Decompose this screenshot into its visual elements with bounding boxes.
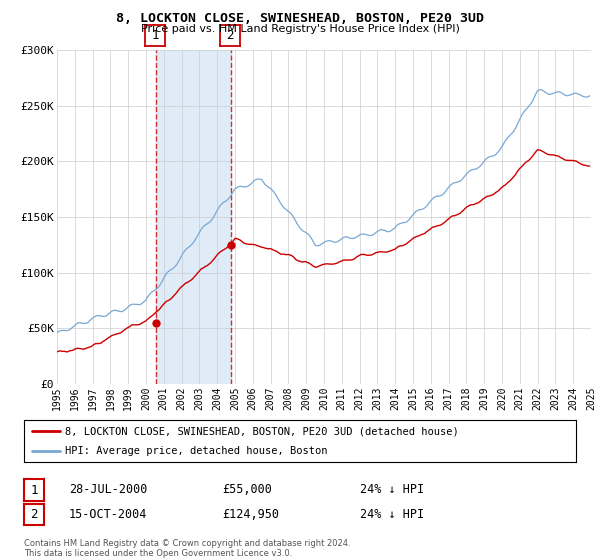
Text: 28-JUL-2000: 28-JUL-2000 [69,483,148,496]
Text: Price paid vs. HM Land Registry's House Price Index (HPI): Price paid vs. HM Land Registry's House … [140,24,460,34]
Text: Contains HM Land Registry data © Crown copyright and database right 2024.
This d: Contains HM Land Registry data © Crown c… [24,539,350,558]
Bar [156,50,231,384]
Text: 15-OCT-2004: 15-OCT-2004 [69,507,148,521]
Text: 1: 1 [30,483,38,497]
Text: 1: 1 [151,29,159,42]
Text: 8, LOCKTON CLOSE, SWINESHEAD, BOSTON, PE20 3UD (detached house): 8, LOCKTON CLOSE, SWINESHEAD, BOSTON, PE… [65,427,459,437]
Text: 24% ↓ HPI: 24% ↓ HPI [360,483,424,496]
Text: 24% ↓ HPI: 24% ↓ HPI [360,507,424,521]
Text: £55,000: £55,000 [222,483,272,496]
Text: 8, LOCKTON CLOSE, SWINESHEAD, BOSTON, PE20 3UD: 8, LOCKTON CLOSE, SWINESHEAD, BOSTON, PE… [116,12,484,25]
Text: 2: 2 [227,29,234,42]
Text: 2: 2 [30,508,38,521]
Text: HPI: Average price, detached house, Boston: HPI: Average price, detached house, Bost… [65,446,328,456]
Text: £124,950: £124,950 [222,507,279,521]
